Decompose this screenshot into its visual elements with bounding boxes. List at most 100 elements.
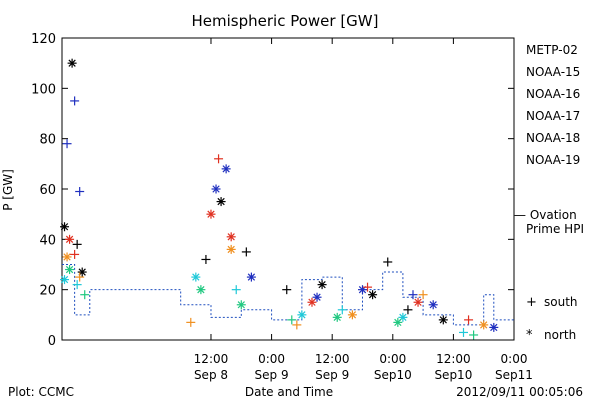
marker-stroke [65, 265, 74, 274]
data-point-noaa-16-south [72, 280, 82, 290]
marker-stroke [490, 323, 498, 332]
data-point-noaa-16-north [191, 272, 201, 282]
marker-stroke [68, 59, 76, 67]
y-tick-label: 80 [39, 133, 56, 148]
x-tick-time-label: 0:00 [258, 352, 285, 366]
data-point-noaa-18-south [75, 272, 85, 282]
x-tick-date-label: Sep 9 [315, 368, 349, 382]
marker-stroke [318, 280, 326, 289]
y-tick-label: 100 [31, 82, 56, 97]
data-point-noaa-18-north [347, 310, 357, 320]
legend-entry-noaa-15: NOAA-15 [526, 65, 580, 79]
data-point-noaa-16-south [231, 285, 241, 295]
data-point-noaa-18-south [186, 317, 196, 327]
y-tick-label: 0 [48, 334, 56, 349]
marker-stroke [333, 313, 341, 322]
data-point-metp-02-north [216, 197, 226, 207]
footer-plot-credit: Plot: CCMC [8, 385, 74, 399]
data-point-noaa-17-north [332, 312, 342, 322]
marker-stroke [308, 298, 316, 306]
plot-frame [61, 37, 515, 341]
data-point-metp-02-south [282, 285, 292, 295]
data-point-noaa-19-north [65, 234, 75, 244]
x-tick-date-label: Sep10 [434, 368, 472, 382]
legend-entry-noaa-17: NOAA-17 [526, 109, 580, 123]
y-tick-label: 20 [39, 284, 56, 299]
legend-entry-noaa-18: NOAA-18 [526, 131, 580, 145]
data-point-noaa-16-north [297, 310, 307, 320]
x-tick-time-label: 12:00 [436, 352, 471, 366]
marker-stroke [480, 321, 488, 329]
legend-entry-noaa-16: NOAA-16 [526, 87, 580, 101]
chart-title: Hemispheric Power [GW] [192, 12, 379, 30]
x-axis-label: Date and Time [245, 385, 333, 399]
marker-stroke [212, 185, 220, 193]
marker-stroke [197, 286, 205, 294]
marker-legend-label: south [544, 295, 578, 309]
data-point-noaa-19-north [206, 209, 216, 219]
marker-stroke [60, 223, 69, 231]
y-axis-label: P [GW] [1, 169, 15, 211]
data-point-noaa-18-north [226, 244, 236, 254]
x-tick-time-label: 0:00 [501, 352, 528, 366]
marker-stroke [227, 233, 235, 241]
x-tick-date-label: Sep10 [374, 368, 412, 382]
data-point-noaa-15-north [221, 164, 231, 174]
marker-stroke [227, 245, 235, 254]
data-point-noaa-15-north [489, 322, 499, 332]
marker-stroke [298, 311, 306, 319]
data-point-noaa-16-south [458, 327, 468, 337]
data-point-metp-02-south [383, 257, 393, 267]
data-point-noaa-15-north [357, 285, 367, 295]
data-point-noaa-17-north [196, 285, 206, 295]
data-point-metp-02-north [67, 58, 77, 68]
y-tick-label: 120 [31, 32, 56, 47]
legend-entry-metp-02: METP-02 [526, 43, 578, 57]
data-point-noaa-15-south [70, 96, 80, 106]
data-point-noaa-17-north [236, 300, 246, 310]
x-tick-date-label: Sep 8 [194, 368, 228, 382]
marker-stroke [394, 318, 402, 327]
data-point-metp-02-north [368, 290, 378, 300]
axes: 0 20 40 60 80 100 120 12:00 Sep 8 0:00 Sep 9 12:00 S… [31, 32, 533, 382]
data-point-metp-02-north [317, 280, 327, 290]
footer-timestamp: 2012/09/11 00:05:06 [456, 385, 583, 399]
ovation-hpi-line [62, 264, 514, 326]
marker-legend-label: north [544, 328, 576, 342]
data-point-noaa-17-south [80, 290, 90, 300]
data-point-noaa-18-north [479, 320, 489, 330]
data-point-noaa-15-north [246, 272, 256, 282]
legend: METP-02 NOAA-15 NOAA-16 NOAA-17 NOAA-18 NOAA-… [514, 43, 584, 343]
data-point-noaa-17-south [469, 330, 479, 340]
marker-stroke [207, 210, 215, 218]
data-point-noaa-18-south [418, 290, 428, 300]
data-point-noaa-15-south [75, 187, 85, 197]
data-point-noaa-17-south [287, 315, 297, 325]
x-tick-time-label: 12:00 [194, 352, 229, 366]
data-point-noaa-15-north [211, 184, 221, 194]
data-point-noaa-16-south [337, 305, 347, 315]
data-point-noaa-19-north [226, 232, 236, 242]
y-tick-label: 60 [39, 183, 56, 198]
data-point-noaa-15-north [428, 300, 438, 310]
marker-stroke [63, 253, 71, 261]
marker-stroke [60, 275, 69, 284]
ovation-hpi-series [62, 264, 514, 326]
data-point-noaa-15-south [62, 139, 72, 149]
data-point-noaa-19-south [214, 154, 224, 164]
marker-stroke [222, 165, 230, 173]
data-point-noaa-19-south [363, 282, 373, 292]
marker-stroke [217, 197, 225, 206]
x-tick-time-label: 0:00 [379, 352, 406, 366]
data-point-noaa-16-north [60, 275, 70, 285]
data-point-metp-02-south [201, 254, 211, 264]
marker-stroke [247, 273, 256, 281]
marker-stroke [368, 291, 377, 299]
data-point-metp-02-north [77, 267, 87, 277]
x-tick-time-label: 12:00 [315, 352, 350, 366]
marker-stroke [65, 235, 74, 243]
data-points [60, 58, 499, 340]
marker-stroke [439, 316, 447, 324]
